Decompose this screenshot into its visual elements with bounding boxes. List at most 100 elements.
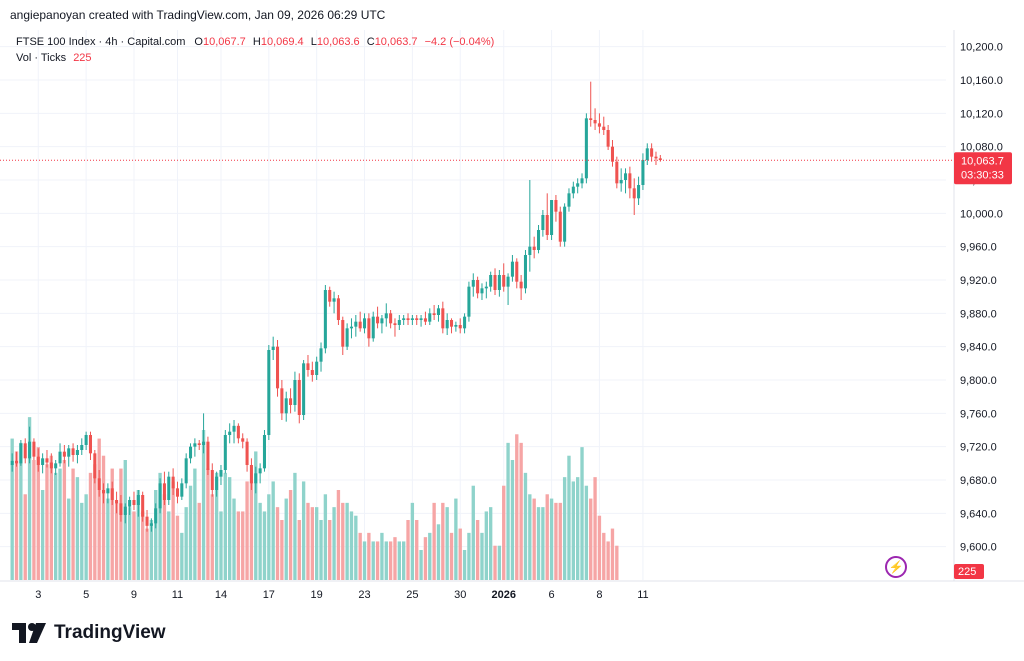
- candle-body[interactable]: [349, 326, 353, 329]
- candle-body[interactable]: [432, 313, 436, 315]
- candle-body[interactable]: [336, 298, 340, 320]
- candle-body[interactable]: [262, 435, 266, 469]
- candle-body[interactable]: [306, 363, 310, 370]
- candle-body[interactable]: [606, 130, 610, 147]
- candle-body[interactable]: [545, 215, 549, 235]
- candle-body[interactable]: [10, 460, 14, 465]
- candle-body[interactable]: [54, 463, 58, 469]
- candle-body[interactable]: [171, 476, 175, 489]
- candle-body[interactable]: [293, 380, 297, 405]
- candle-body[interactable]: [384, 313, 388, 319]
- candle-body[interactable]: [276, 346, 280, 389]
- candle-body[interactable]: [619, 180, 623, 184]
- candle-body[interactable]: [410, 318, 414, 320]
- candle-body[interactable]: [493, 275, 497, 290]
- candle-body[interactable]: [624, 173, 628, 180]
- candle-body[interactable]: [645, 148, 649, 160]
- candle-body[interactable]: [345, 328, 349, 347]
- candle-body[interactable]: [110, 488, 114, 500]
- candle-body[interactable]: [145, 516, 149, 526]
- candle-body[interactable]: [358, 321, 362, 329]
- candle-body[interactable]: [497, 275, 501, 290]
- candle-body[interactable]: [484, 286, 488, 289]
- candle-body[interactable]: [571, 186, 575, 194]
- candle-body[interactable]: [584, 118, 588, 179]
- candle-body[interactable]: [371, 316, 375, 339]
- candle-body[interactable]: [158, 483, 162, 509]
- candle-body[interactable]: [23, 443, 27, 459]
- candle-body[interactable]: [84, 435, 88, 445]
- candle-body[interactable]: [650, 148, 654, 157]
- candle-body[interactable]: [45, 458, 49, 463]
- candle-body[interactable]: [102, 490, 106, 494]
- candle-body[interactable]: [380, 318, 384, 324]
- candle-body[interactable]: [450, 320, 454, 327]
- candle-body[interactable]: [71, 448, 75, 455]
- candle-body[interactable]: [202, 441, 206, 445]
- candle-body[interactable]: [180, 483, 184, 497]
- candle-body[interactable]: [19, 443, 23, 464]
- candle-body[interactable]: [376, 316, 380, 324]
- candle-body[interactable]: [49, 462, 53, 469]
- candle-body[interactable]: [154, 508, 158, 524]
- candle-body[interactable]: [519, 281, 523, 289]
- candle-body[interactable]: [167, 476, 171, 500]
- candle-body[interactable]: [210, 470, 214, 490]
- candle-body[interactable]: [537, 230, 541, 250]
- candle-body[interactable]: [480, 288, 484, 294]
- candle-body[interactable]: [32, 441, 36, 457]
- candle-body[interactable]: [328, 290, 332, 302]
- candle-body[interactable]: [36, 456, 40, 465]
- candle-body[interactable]: [389, 313, 393, 324]
- candle-body[interactable]: [215, 476, 219, 490]
- legend-symbol[interactable]: FTSE 100 Index · 4h · Capital.com: [16, 36, 186, 48]
- candle-body[interactable]: [219, 470, 223, 477]
- candle-body[interactable]: [341, 320, 345, 347]
- candle-body[interactable]: [402, 318, 406, 320]
- candle-body[interactable]: [128, 500, 132, 507]
- candle-body[interactable]: [236, 425, 240, 439]
- candle-body[interactable]: [515, 261, 519, 282]
- candle-body[interactable]: [454, 325, 458, 327]
- candle-body[interactable]: [597, 123, 601, 127]
- candle-body[interactable]: [123, 506, 127, 515]
- candle-body[interactable]: [197, 443, 201, 445]
- candle-body[interactable]: [563, 206, 567, 242]
- candle-body[interactable]: [141, 495, 145, 517]
- candle-body[interactable]: [441, 308, 445, 329]
- candle-body[interactable]: [393, 323, 397, 325]
- chart-svg[interactable]: 9,600.0 9,640.0 9,680.0 9,720.0 9,760.0 9,800…: [0, 30, 1024, 610]
- candle-body[interactable]: [297, 380, 301, 415]
- candle-body[interactable]: [463, 316, 467, 329]
- candle-body[interactable]: [132, 500, 136, 505]
- candle-body[interactable]: [489, 275, 493, 287]
- candle-body[interactable]: [397, 320, 401, 325]
- candle-body[interactable]: [610, 146, 614, 162]
- candle-body[interactable]: [558, 211, 562, 242]
- candle-body[interactable]: [419, 318, 423, 320]
- candle-body[interactable]: [302, 363, 306, 415]
- candle-body[interactable]: [580, 178, 584, 184]
- candle-body[interactable]: [576, 183, 580, 187]
- candle-body[interactable]: [354, 321, 358, 327]
- candle-body[interactable]: [528, 246, 532, 255]
- candle-body[interactable]: [458, 325, 462, 329]
- candle-body[interactable]: [15, 460, 19, 464]
- candle-body[interactable]: [467, 286, 471, 317]
- candle-body[interactable]: [506, 276, 510, 287]
- candle-body[interactable]: [106, 488, 110, 494]
- candle-body[interactable]: [541, 215, 545, 230]
- candle-body[interactable]: [241, 438, 245, 442]
- candle-body[interactable]: [149, 523, 153, 526]
- candle-body[interactable]: [310, 370, 314, 375]
- chart-area[interactable]: 9,600.0 9,640.0 9,680.0 9,720.0 9,760.0 9,800…: [0, 30, 1024, 610]
- tradingview-logo[interactable]: TradingView: [12, 622, 166, 644]
- candle-body[interactable]: [175, 488, 179, 497]
- candle-body[interactable]: [258, 468, 262, 474]
- candle-body[interactable]: [436, 308, 440, 315]
- candle-body[interactable]: [510, 261, 514, 277]
- flash-icon[interactable]: ⚡: [885, 556, 907, 578]
- candle-body[interactable]: [532, 246, 536, 250]
- candle-body[interactable]: [315, 361, 319, 375]
- candle-body[interactable]: [423, 318, 427, 322]
